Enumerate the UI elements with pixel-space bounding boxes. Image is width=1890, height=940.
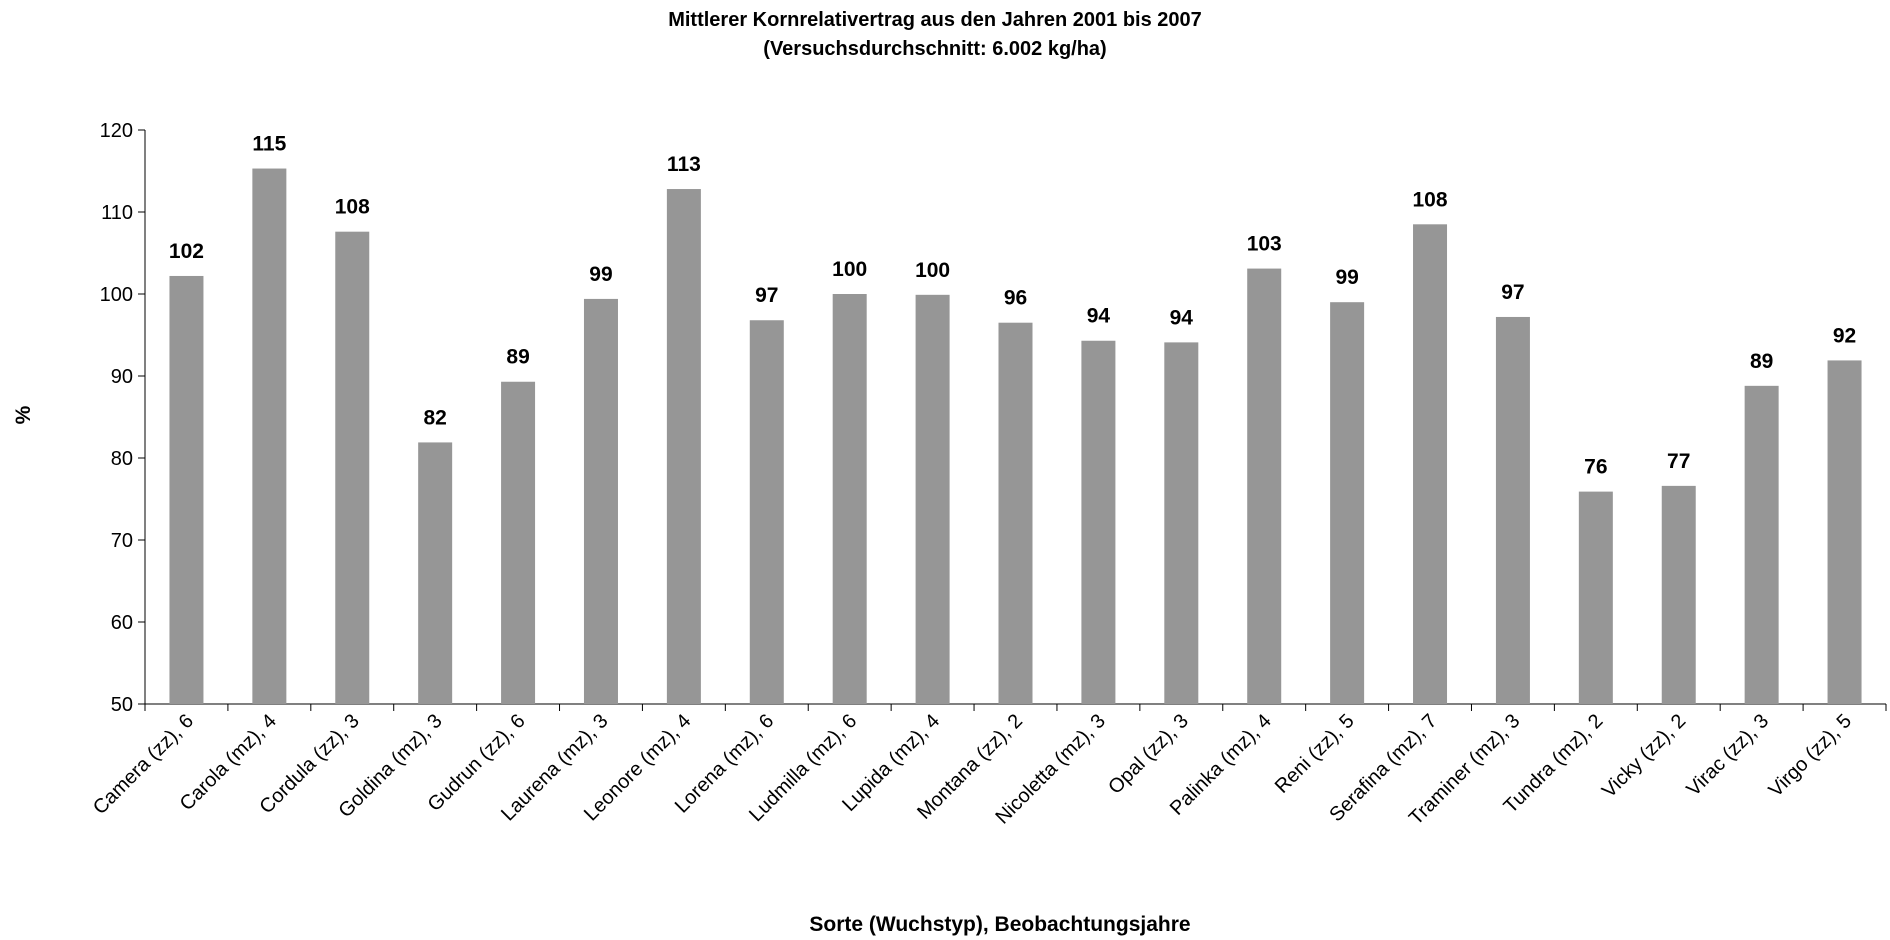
y-tick-label: 100: [100, 284, 133, 306]
y-tick-label: 70: [111, 530, 133, 552]
bar: [1661, 485, 1696, 704]
bar: [501, 381, 536, 704]
bar: [749, 320, 784, 704]
value-label: 100: [915, 259, 950, 282]
bar: [252, 168, 287, 705]
value-label: 77: [1667, 450, 1690, 473]
bar: [418, 442, 453, 704]
y-tick-label: 110: [101, 202, 133, 224]
value-label: 100: [832, 258, 867, 281]
x-axis-title: Sorte (Wuchstyp), Beobachtungsjahre: [809, 913, 1190, 936]
value-label: 89: [1750, 350, 1773, 373]
bar: [1495, 316, 1530, 704]
value-label: 113: [667, 153, 701, 176]
value-label: 115: [252, 133, 286, 156]
value-label: 97: [1501, 281, 1524, 304]
bar: [1744, 385, 1779, 704]
y-tick-label: 80: [111, 448, 133, 470]
value-label: 102: [169, 240, 204, 263]
value-label: 94: [1087, 305, 1111, 328]
bar: [666, 189, 701, 705]
bar: [1164, 342, 1199, 704]
bar: [1330, 302, 1365, 704]
x-tick-label: Reni (zz), 5: [1271, 710, 1359, 798]
value-label: 89: [506, 346, 529, 369]
bar: [915, 294, 950, 704]
value-label: 108: [1413, 188, 1448, 211]
bar: [583, 298, 618, 704]
value-label: 103: [1247, 233, 1282, 256]
x-tick-label: Opal (zz), 3: [1104, 710, 1193, 799]
x-tick-label: Virgo (zz), 5: [1765, 710, 1857, 802]
bar: [169, 275, 204, 704]
bar: [1081, 340, 1116, 704]
y-tick-label: 120: [100, 120, 133, 142]
chart-title: Mittlerer Kornrelativertrag aus den Jahr…: [668, 9, 1202, 31]
value-label: 76: [1584, 456, 1607, 479]
value-label: 108: [335, 196, 370, 219]
y-tick-label: 60: [111, 612, 133, 634]
value-label: 82: [423, 406, 446, 429]
value-label: 99: [1335, 266, 1358, 289]
bar: [1827, 360, 1862, 704]
chart-subtitle: (Versuchsdurchschnitt: 6.002 kg/ha): [763, 38, 1106, 60]
bar: [1578, 491, 1613, 704]
y-tick-label: 90: [111, 366, 133, 388]
x-tick-label: Virac (zz), 3: [1682, 710, 1773, 801]
y-tick-label: 50: [111, 694, 133, 716]
bar: [1413, 224, 1448, 705]
x-tick-label: Vicky (zz), 2: [1598, 710, 1690, 802]
value-label: 99: [589, 263, 612, 286]
bar: [1247, 268, 1282, 704]
bar: [998, 322, 1033, 704]
bar: [335, 231, 370, 704]
bar: [832, 294, 867, 704]
value-label: 92: [1833, 324, 1856, 347]
value-label: 97: [755, 284, 778, 307]
value-label: 96: [1004, 287, 1027, 310]
value-label: 94: [1170, 306, 1194, 329]
y-axis-title: %: [12, 405, 35, 424]
